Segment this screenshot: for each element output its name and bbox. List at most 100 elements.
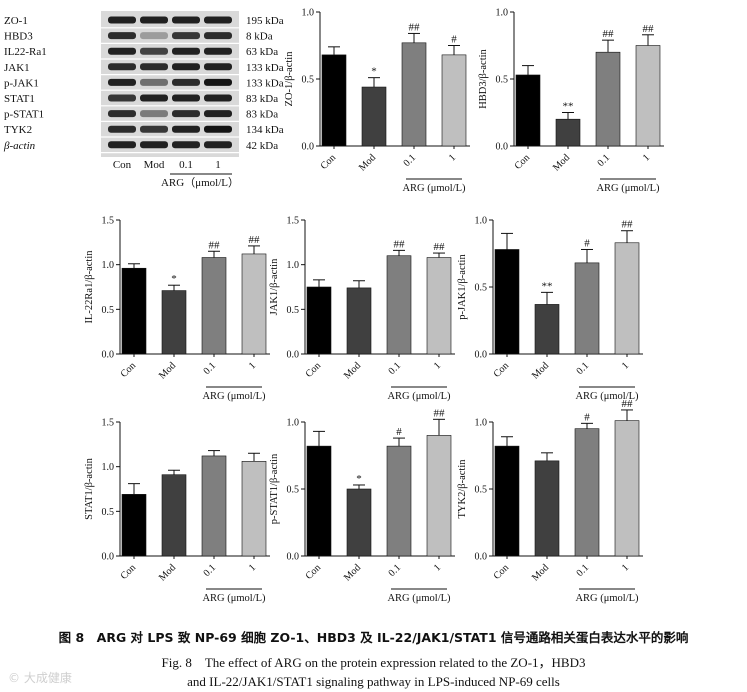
chart-zo1: 0.0 0.5 1.0 ZO-1/β-actin Con * Mod ## 0.1 #1 ARG (… (284, 8, 470, 194)
bar (321, 54, 347, 147)
chart-p-stat1: 0.0 0.5 1.0 p-STAT1/β-actin Con * Mod #0.1 ## 1 AR… (269, 407, 455, 604)
x-tick-label: Mod (357, 152, 378, 173)
blot-lane-label: 0.1 (179, 159, 193, 171)
significance-mark: ## (434, 407, 446, 419)
x-tick-label: Mod (530, 360, 551, 381)
blot-band (172, 78, 200, 86)
x-tick-label: Con (513, 152, 533, 172)
y-axis-title: HBD3/β-actin (478, 48, 489, 108)
bar (441, 54, 467, 147)
y-tick-label: 0.0 (302, 142, 315, 153)
group-label: ARG (μmol/L) (402, 183, 466, 194)
x-tick-label: Mod (157, 360, 178, 381)
blot-band (108, 32, 136, 40)
significance-mark: ## (209, 239, 221, 251)
bar (121, 494, 147, 557)
bar (201, 455, 227, 557)
blot-group-label: ARG（μmol/L） (161, 176, 239, 189)
blot-size-label: 63 kDa (246, 46, 278, 58)
x-tick-label: Con (492, 562, 512, 582)
x-tick-label: Mod (551, 152, 572, 173)
blot-size-label: 83 kDa (246, 109, 278, 121)
bar (241, 253, 267, 355)
x-tick-label: 1 (447, 152, 458, 163)
bar (614, 420, 640, 557)
blot-band (140, 32, 168, 40)
chart-jak1: 0.0 0.5 1.0 1.5 JAK1/β-actin Con Mod ## 0.1 ## 1 AR… (269, 216, 455, 402)
western-blot-panel: ZO-1 195 kDa HBD3 8 kDa IL22-Ra1 63 kDa JAK1 13… (3, 11, 284, 189)
x-tick-label: Con (119, 562, 139, 582)
blot-size-label: 134 kDa (246, 124, 284, 136)
significance-mark: # (451, 34, 457, 46)
blot-band (172, 47, 200, 55)
bar (361, 86, 387, 147)
x-tick-label: 0.1 (202, 360, 219, 377)
y-tick-label: 0.0 (287, 552, 300, 563)
x-tick-label: 1 (247, 360, 258, 371)
y-tick-label: 1.0 (496, 8, 509, 19)
group-label: ARG (μmol/L) (575, 593, 639, 604)
y-tick-label: 1.5 (102, 418, 115, 429)
blot-band (108, 94, 136, 102)
blot-band (172, 63, 200, 71)
x-tick-label: Con (304, 360, 324, 380)
bar (574, 262, 600, 355)
blot-protein-label: p-STAT1 (4, 109, 44, 121)
x-tick-label: 1 (620, 360, 631, 371)
blot-size-label: 133 kDa (246, 77, 284, 89)
x-tick-label: 0.1 (596, 152, 613, 169)
x-tick-label: Mod (342, 360, 363, 381)
significance-mark: # (584, 237, 590, 249)
bar (534, 304, 560, 355)
y-tick-label: 0.5 (475, 485, 488, 496)
blot-band (172, 125, 200, 133)
y-tick-label: 1.0 (475, 216, 488, 227)
y-axis-title: TYK2/β-actin (457, 459, 468, 519)
blot-band (204, 110, 232, 118)
blot-size-label: 42 kDa (246, 140, 278, 152)
significance-mark: * (371, 66, 377, 78)
x-tick-label: Mod (342, 562, 363, 583)
y-tick-label: 0.0 (496, 142, 509, 153)
blot-lane-label: Mod (144, 159, 165, 171)
blot-band (172, 110, 200, 118)
significance-mark: ## (249, 234, 261, 246)
group-label: ARG (μmol/L) (575, 391, 639, 402)
significance-mark: ## (394, 238, 406, 250)
x-tick-label: Con (319, 152, 339, 172)
y-tick-label: 1.0 (102, 462, 115, 473)
blot-protein-label: JAK1 (4, 62, 30, 74)
group-label: ARG (μmol/L) (202, 593, 266, 604)
blot-band (172, 16, 200, 24)
bar (386, 255, 412, 355)
blot-protein-label: ZO-1 (4, 15, 28, 27)
blot-band (204, 47, 232, 55)
blot-band (140, 63, 168, 71)
figure-caption-english-line2: and IL-22/JAK1/STAT1 signaling pathway i… (187, 674, 560, 689)
y-tick-label: 0.0 (475, 350, 488, 361)
y-tick-label: 1.0 (102, 260, 115, 271)
chart-stat1: 0.0 0.5 1.0 1.5 STAT1/β-actin Con Mod 0.1 1 ARG (… (84, 418, 270, 604)
blot-band (172, 141, 200, 149)
y-axis-title: IL-22Ra1/β-actin (84, 250, 95, 324)
x-tick-label: Con (304, 562, 324, 582)
x-tick-label: 0.1 (575, 360, 592, 377)
blot-size-label: 83 kDa (246, 93, 278, 105)
blot-lane-label: 1 (215, 159, 221, 171)
group-label: ARG (μmol/L) (596, 183, 660, 194)
bar (426, 257, 452, 355)
bar (401, 42, 427, 147)
y-axis-title: STAT1/β-actin (84, 457, 95, 519)
blot-band (204, 32, 232, 40)
y-axis-title: ZO-1/β-actin (284, 51, 295, 107)
group-label: ARG (μmol/L) (387, 593, 451, 604)
blot-protein-label: TYK2 (4, 124, 32, 136)
y-tick-label: 0.0 (475, 552, 488, 563)
blot-band (108, 78, 136, 86)
y-axis-title: p-STAT1/β-actin (269, 453, 280, 524)
bar (386, 445, 412, 557)
significance-mark: * (171, 273, 177, 285)
blot-band (204, 125, 232, 133)
x-tick-label: Con (492, 360, 512, 380)
bar (306, 286, 332, 355)
